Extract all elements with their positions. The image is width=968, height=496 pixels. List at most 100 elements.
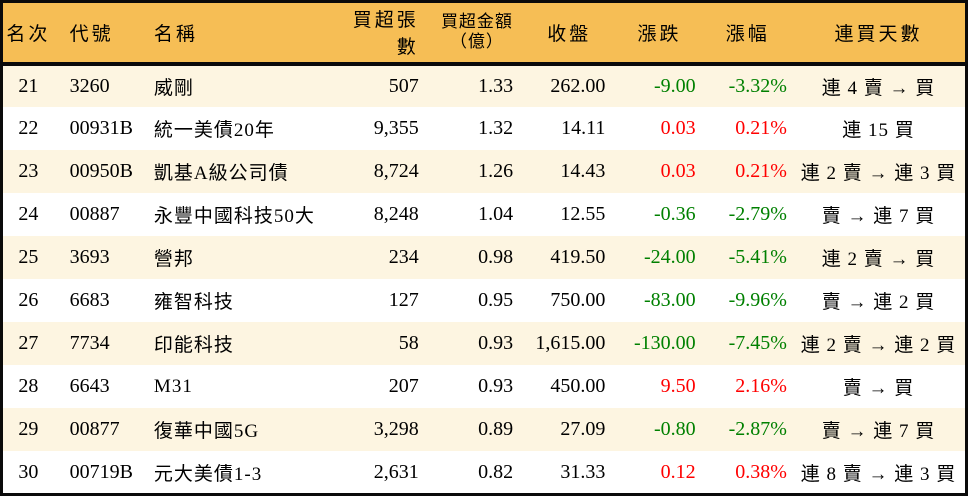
- code-cell: 7734: [69, 332, 110, 355]
- change-cell: -0.80: [653, 418, 696, 441]
- amount-cell: 1.04: [478, 202, 514, 225]
- table-row: 27 7734 印能科技 58 0.93 1,615.00 -130.00 -7…: [1, 322, 967, 366]
- table-body: 21 3260 威剛 507 1.33 262.00 -9.00 -3.32% …: [1, 63, 967, 495]
- table-row: 24 00887 永豐中國科技50大 8,248 1.04 12.55 -0.3…: [1, 192, 967, 236]
- change-cell: 0.03: [660, 159, 696, 182]
- name-cell: 營邦: [153, 248, 194, 270]
- pct-cell: -2.79%: [728, 202, 787, 225]
- code-cell: 3693: [69, 245, 110, 268]
- name-cell: 元大美債1-3: [153, 463, 263, 485]
- volume-cell: 9,355: [373, 116, 419, 139]
- table-row: 21 3260 威剛 507 1.33 262.00 -9.00 -3.32% …: [1, 63, 967, 107]
- rank-cell: 23: [18, 159, 39, 182]
- days-cell: 連 2 賣 → 買: [821, 248, 936, 270]
- name-cell: 印能科技: [153, 335, 234, 357]
- table-row: 26 6683 雍智科技 127 0.95 750.00 -83.00 -9.9…: [1, 278, 967, 323]
- days-cell: 連 2 賣 → 連 3 買: [800, 162, 957, 184]
- days-cell: 賣 → 連 7 買: [821, 421, 936, 443]
- name-cell: 威剛: [153, 77, 194, 99]
- col-header-name: 名稱: [143, 1, 335, 66]
- volume-cell: 2,631: [373, 460, 419, 483]
- amount-cell: 0.82: [478, 460, 514, 483]
- code-cell: 00931B: [69, 116, 133, 139]
- code-cell: 3260: [69, 74, 110, 97]
- pct-cell: 2.16%: [735, 375, 787, 398]
- name-cell: 凱基A級公司債: [153, 162, 289, 184]
- pct-cell: -5.41%: [728, 245, 787, 268]
- days-cell: 連 15 買: [842, 119, 915, 141]
- volume-cell: 58: [398, 332, 419, 355]
- amount-cell: 0.93: [478, 375, 514, 398]
- rank-cell: 21: [18, 74, 39, 97]
- days-cell: 賣 → 連 2 買: [821, 292, 936, 314]
- pct-cell: 0.21%: [735, 159, 787, 182]
- amount-cell: 0.93: [478, 332, 514, 355]
- table-row: 28 6643 M31 207 0.93 450.00 9.50 2.16% 賣…: [1, 365, 967, 409]
- close-cell: 14.11: [561, 116, 606, 139]
- pct-cell: -9.96%: [728, 289, 787, 312]
- rank-cell: 28: [18, 375, 39, 398]
- name-cell: M31: [153, 375, 193, 397]
- pct-cell: 0.38%: [735, 460, 787, 483]
- name-cell: 永豐中國科技50大: [153, 205, 315, 227]
- change-cell: 0.03: [660, 116, 696, 139]
- change-cell: -9.00: [653, 74, 696, 97]
- col-header-rank: 名次: [1, 1, 54, 66]
- close-cell: 450.00: [550, 375, 606, 398]
- days-cell: 連 4 賣 → 買: [821, 77, 936, 99]
- amount-cell: 1.26: [478, 159, 514, 182]
- days-cell: 賣 → 買: [842, 378, 915, 400]
- code-cell: 6683: [69, 289, 110, 312]
- change-cell: -130.00: [633, 332, 696, 355]
- rank-cell: 27: [18, 332, 39, 355]
- table-row: 25 3693 營邦 234 0.98 419.50 -24.00 -5.41%…: [1, 235, 967, 279]
- change-cell: -0.36: [653, 202, 696, 225]
- pct-cell: -7.45%: [728, 332, 787, 355]
- close-cell: 12.55: [560, 202, 606, 225]
- header-row: 名次 代號 名稱 買超張數 買超金額 （億） 收盤 漲跌 漲幅 連買天數: [1, 1, 967, 66]
- change-cell: 9.50: [660, 375, 696, 398]
- amount-cell: 1.33: [478, 74, 514, 97]
- rank-cell: 24: [18, 202, 39, 225]
- pct-cell: 0.21%: [735, 116, 787, 139]
- days-cell: 連 8 賣 → 連 3 買: [800, 463, 957, 485]
- pct-cell: -3.32%: [728, 74, 787, 97]
- rank-cell: 30: [18, 460, 39, 483]
- code-cell: 00887: [69, 202, 120, 225]
- volume-cell: 234: [388, 245, 419, 268]
- col-header-code: 代號: [53, 1, 144, 66]
- days-cell: 賣 → 連 7 買: [821, 205, 936, 227]
- close-cell: 1,615.00: [535, 332, 606, 355]
- volume-cell: 507: [388, 74, 419, 97]
- amount-cell: 0.98: [478, 245, 514, 268]
- change-cell: -83.00: [643, 289, 696, 312]
- pct-cell: -2.87%: [728, 418, 787, 441]
- rank-cell: 26: [18, 289, 39, 312]
- close-cell: 27.09: [560, 418, 606, 441]
- col-header-volume: 買超張數: [334, 1, 431, 66]
- rank-cell: 29: [18, 418, 39, 441]
- volume-cell: 207: [388, 375, 419, 398]
- name-cell: 復華中國5G: [153, 421, 260, 443]
- change-cell: 0.12: [660, 460, 696, 483]
- amount-cell: 0.89: [478, 418, 514, 441]
- rank-cell: 22: [18, 116, 39, 139]
- code-cell: 00719B: [69, 460, 133, 483]
- volume-cell: 127: [388, 289, 419, 312]
- volume-cell: 8,248: [373, 202, 419, 225]
- amount-cell: 0.95: [478, 289, 514, 312]
- volume-cell: 3,298: [373, 418, 419, 441]
- code-cell: 00877: [69, 418, 120, 441]
- col-header-change: 漲跌: [615, 1, 704, 66]
- code-cell: 6643: [69, 375, 110, 398]
- close-cell: 419.50: [550, 245, 606, 268]
- table-header: 名次 代號 名稱 買超張數 買超金額 （億） 收盤 漲跌 漲幅 連買天數: [1, 1, 967, 66]
- code-cell: 00950B: [69, 159, 133, 182]
- table-row: 23 00950B 凱基A級公司債 8,724 1.26 14.43 0.03 …: [1, 149, 967, 193]
- col-header-days: 連買天數: [791, 1, 967, 66]
- rank-cell: 25: [18, 245, 39, 268]
- name-cell: 雍智科技: [153, 292, 234, 314]
- close-cell: 750.00: [550, 289, 606, 312]
- close-cell: 14.43: [560, 159, 606, 182]
